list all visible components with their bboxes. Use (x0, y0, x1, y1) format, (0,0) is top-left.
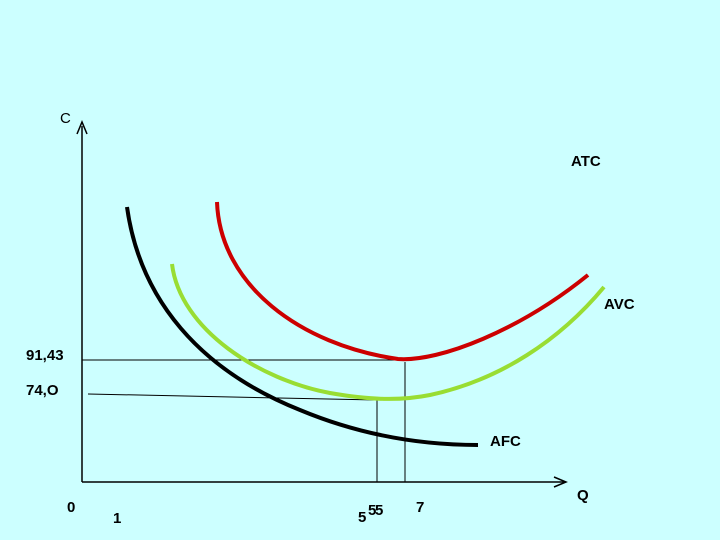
avc-curve (170, 263, 606, 401)
x-axis-label: Q (577, 487, 589, 504)
y-arrow (76, 120, 88, 135)
y-axis-label: C (60, 110, 71, 127)
curve-label: AVC (604, 296, 635, 313)
x-mark: 5 (358, 509, 366, 526)
atc-curve (215, 201, 590, 362)
curve-label: ATC (571, 153, 601, 170)
x-mark: 7 (416, 499, 424, 516)
y-mark: 91,43 (26, 347, 64, 364)
curve-label: AFC (490, 433, 521, 450)
y-mark: 74,O (26, 382, 59, 399)
guide-line (87, 393, 378, 401)
x-mark: 0 (67, 499, 75, 516)
x-mark: 1 (113, 510, 121, 527)
x-mark: 5 (375, 502, 383, 519)
x-arrow (553, 476, 568, 488)
afc-curve (125, 206, 479, 447)
x-mark: 5 (368, 502, 376, 519)
